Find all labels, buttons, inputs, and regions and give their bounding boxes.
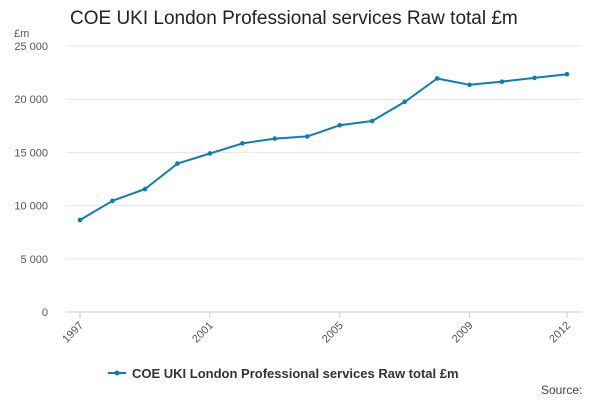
- data-point[interactable]: [532, 75, 537, 81]
- data-point[interactable]: [175, 161, 180, 166]
- legend-label: COE UKI London Professional services Raw…: [132, 366, 459, 381]
- data-point[interactable]: [142, 186, 148, 192]
- source-label: Source:: [541, 383, 582, 397]
- data-point[interactable]: [467, 82, 472, 88]
- data-point[interactable]: [337, 122, 343, 128]
- y-tick-label: 25 000: [14, 41, 48, 53]
- y-tick-label: 0: [42, 307, 48, 319]
- series-group: [77, 71, 570, 223]
- data-point[interactable]: [110, 198, 115, 204]
- y-tick-label: 10 000: [14, 201, 48, 213]
- data-point[interactable]: [272, 136, 278, 141]
- data-point[interactable]: [240, 141, 245, 146]
- data-point[interactable]: [402, 99, 407, 105]
- x-tick-label: 1997: [60, 320, 86, 346]
- data-point[interactable]: [564, 71, 570, 77]
- x-tick-label: 2012: [547, 320, 573, 346]
- x-tick-label: 2009: [450, 320, 476, 346]
- x-tick-label: 2001: [190, 320, 216, 346]
- series-line: [79, 73, 568, 221]
- x-tick-label: 2005: [320, 320, 346, 346]
- gridlines: [66, 45, 582, 260]
- legend[interactable]: COE UKI London Professional services Raw…: [108, 366, 459, 381]
- data-point[interactable]: [499, 79, 505, 84]
- y-tick-label: 15 000: [14, 147, 48, 159]
- legend-point-marker: [114, 370, 120, 376]
- data-point[interactable]: [304, 134, 310, 139]
- data-point[interactable]: [77, 217, 83, 223]
- y-tick-label: 20 000: [14, 94, 48, 106]
- y-axis-unit-label: £m: [14, 28, 29, 40]
- data-point[interactable]: [434, 76, 440, 81]
- y-tick-label: 5 000: [20, 254, 48, 266]
- chart-title: COE UKI London Professional services Raw…: [70, 8, 518, 29]
- y-axis-tick-labels: 0 5 000 10 000 15 000 20 000 25 000: [14, 41, 48, 319]
- data-point[interactable]: [207, 151, 213, 156]
- data-point[interactable]: [369, 118, 375, 124]
- x-axis-ticks: 1997 2001 2005 2009 2012: [60, 312, 573, 345]
